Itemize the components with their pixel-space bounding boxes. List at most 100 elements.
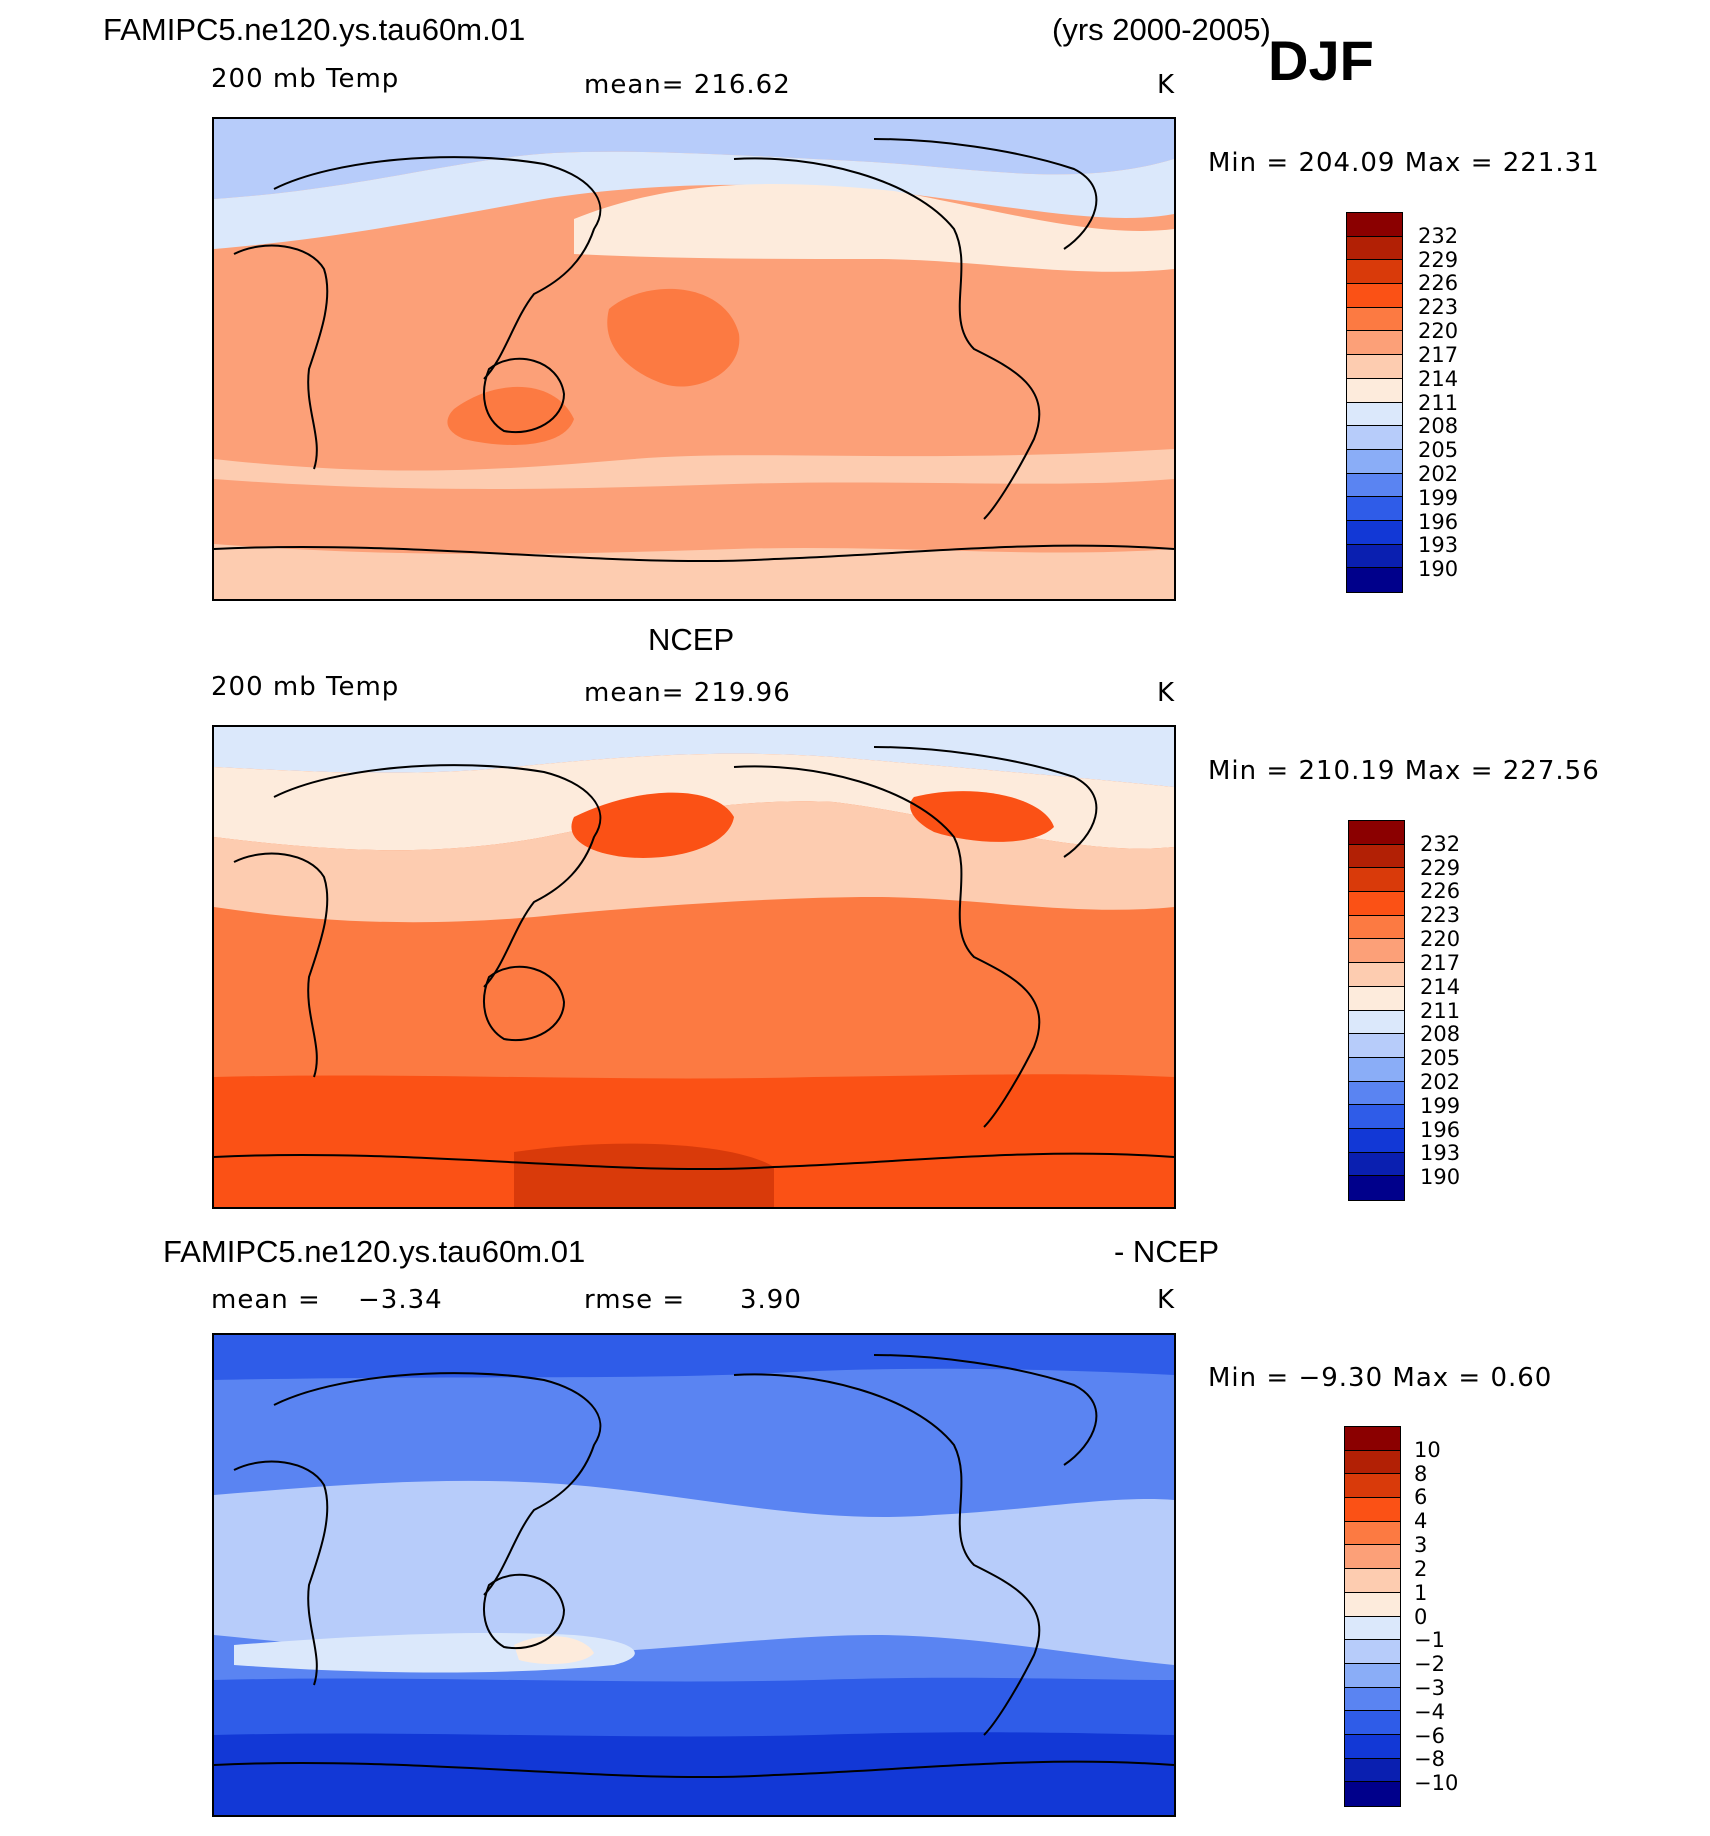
colorbar-tick-label: 202 (1418, 461, 1459, 486)
panel-1-units: K (1157, 70, 1176, 100)
colorbar-tick-label: 229 (1420, 855, 1461, 880)
panel-3-coastlines (214, 1354, 1174, 1779)
colorbar-segment (1347, 426, 1402, 450)
field-north-high (574, 184, 1174, 272)
panel-3-contour-field (214, 1335, 1174, 1815)
field-south-band (214, 479, 1174, 554)
colorbar-segment (1347, 497, 1402, 521)
panel-3-colorbar-ticks: 10 8 6 4 3 2 1 0 −1 −2 −3 −4 −6 −8 −10 (1414, 1426, 1494, 1807)
colorbar-tick-label: 226 (1420, 879, 1461, 904)
colorbar-tick-label: 193 (1420, 1141, 1461, 1166)
panel-3-map (212, 1333, 1176, 1817)
colorbar-segment (1345, 1592, 1400, 1617)
colorbar-segment (1349, 1057, 1404, 1082)
colorbar-tick-label: −3 (1414, 1675, 1445, 1700)
colorbar-tick-label: 196 (1420, 1117, 1461, 1142)
panel-3-units: K (1157, 1285, 1176, 1315)
panel-2-units: K (1157, 678, 1176, 708)
panel-2-variable: 200 mb Temp (211, 672, 400, 702)
colorbar-tick-label: 8 (1414, 1461, 1428, 1486)
colorbar-segment (1345, 1782, 1400, 1806)
colorbar-segment (1345, 1450, 1400, 1475)
colorbar-segment (1349, 963, 1404, 987)
panel-2-colorbar-ticks: 232 229 226 223 220 217 214 211 208 205 202 199 196 1… (1420, 820, 1500, 1201)
season-label: DJF (1268, 29, 1374, 92)
colorbar-tick-label: 217 (1418, 342, 1459, 367)
field-north-low (214, 1335, 1174, 1380)
panel-3-title-right: - NCEP (1114, 1234, 1220, 1269)
colorbar-segment (1345, 1569, 1400, 1593)
colorbar-tick-label: 199 (1418, 485, 1459, 510)
colorbar-tick-label: 4 (1414, 1509, 1428, 1534)
colorbar-segment (1345, 1758, 1400, 1783)
panel-2-mean: mean= 219.96 (584, 678, 791, 708)
colorbar-tick-label: 217 (1420, 950, 1461, 975)
colorbar-segment (1349, 915, 1404, 940)
colorbar-tick-label: 3 (1414, 1533, 1428, 1558)
colorbar-segment (1345, 1663, 1400, 1688)
colorbar-segment (1347, 284, 1402, 308)
colorbar-tick-label: 199 (1420, 1093, 1461, 1118)
colorbar-tick-label: 202 (1420, 1069, 1461, 1094)
colorbar-tick-label: 229 (1418, 247, 1459, 272)
field-warm-spot (514, 1636, 594, 1665)
colorbar-segment (1349, 986, 1404, 1011)
colorbar-tick-label: 190 (1418, 557, 1459, 582)
colorbar-segment (1347, 260, 1402, 285)
colorbar-segment (1347, 307, 1402, 332)
colorbar-segment (1349, 892, 1404, 916)
colorbar-segment (1349, 1176, 1404, 1200)
colorbar-tick-label: 1 (1414, 1580, 1428, 1605)
panel-3-rmse-value: 3.90 (740, 1285, 802, 1315)
colorbar-segment (1347, 402, 1402, 427)
panel-3-minmax: Min = −9.30 Max = 0.60 (1208, 1363, 1553, 1393)
colorbar-segment (1345, 1474, 1400, 1499)
panel-1-mean: mean= 216.62 (584, 70, 791, 100)
colorbar-segment (1349, 868, 1404, 893)
colorbar-segment (1347, 473, 1402, 498)
colorbar-segment (1347, 331, 1402, 356)
field-north-low (214, 119, 1174, 199)
colorbar-segment (1345, 1711, 1400, 1735)
panel-2-title: NCEP (648, 622, 735, 657)
colorbar-segment (1345, 1734, 1400, 1759)
panel-3-title-left: FAMIPC5.ne120.ys.tau60m.01 (163, 1234, 586, 1269)
colorbar-segment (1347, 449, 1402, 474)
panel-1-map (212, 117, 1176, 601)
panel-3-mean-label: mean = (211, 1285, 321, 1315)
colorbar-tick-label: 205 (1418, 438, 1459, 463)
colorbar-tick-label: 223 (1420, 903, 1461, 928)
colorbar-segment (1345, 1640, 1400, 1664)
colorbar-tick-label: 214 (1418, 366, 1459, 391)
colorbar-tick-label: 0 (1414, 1604, 1428, 1629)
panel-2-map (212, 725, 1176, 1209)
colorbar-segment (1345, 1687, 1400, 1712)
colorbar-tick-label: 214 (1420, 974, 1461, 999)
panel-1-minmax: Min = 204.09 Max = 221.31 (1208, 148, 1600, 178)
colorbar-tick-label: −6 (1414, 1723, 1445, 1748)
colorbar-tick-label: −8 (1414, 1747, 1445, 1772)
panel-3-mean-value: −3.34 (358, 1285, 443, 1315)
panel-2-minmax: Min = 210.19 Max = 227.56 (1208, 756, 1600, 786)
panel-2-contour-field (214, 727, 1174, 1207)
colorbar-tick-label: 6 (1414, 1485, 1428, 1510)
panel-1-colorbar (1346, 212, 1403, 593)
colorbar-segment (1349, 1081, 1404, 1106)
colorbar-segment (1349, 821, 1404, 845)
colorbar-segment (1349, 1152, 1404, 1177)
colorbar-segment (1345, 1427, 1400, 1451)
colorbar-segment (1349, 1128, 1404, 1153)
colorbar-tick-label: 226 (1418, 271, 1459, 296)
colorbar-tick-label: 220 (1420, 927, 1461, 952)
colorbar-segment (1349, 844, 1404, 869)
colorbar-segment (1347, 568, 1402, 592)
field-south-band (214, 1074, 1174, 1207)
panel-1-coastlines (214, 138, 1174, 563)
panel-3-rmse-label: rmse = (584, 1285, 686, 1315)
colorbar-segment (1345, 1498, 1400, 1522)
field-maxima-australia (447, 386, 574, 445)
field-tropics (214, 1480, 1174, 1665)
colorbar-segment (1347, 236, 1402, 261)
colorbar-segment (1347, 378, 1402, 403)
colorbar-tick-label: 190 (1420, 1165, 1461, 1190)
